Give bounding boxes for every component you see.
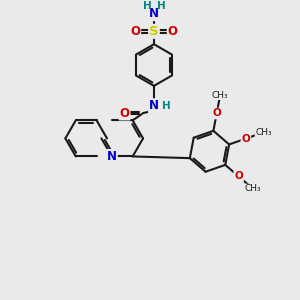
Text: H: H — [143, 1, 152, 11]
Text: CH₃: CH₃ — [244, 184, 261, 193]
Text: N: N — [107, 150, 117, 163]
Text: O: O — [120, 106, 130, 119]
Text: O: O — [168, 25, 178, 38]
Text: CH₃: CH₃ — [212, 91, 229, 100]
Text: CH₃: CH₃ — [255, 128, 272, 137]
Text: N: N — [149, 99, 159, 112]
Text: O: O — [212, 108, 221, 118]
Text: O: O — [234, 171, 243, 182]
Text: O: O — [130, 25, 140, 38]
Text: N: N — [149, 7, 159, 20]
Text: S: S — [149, 25, 159, 38]
Text: O: O — [242, 134, 250, 144]
Text: H: H — [157, 1, 165, 11]
Text: H: H — [163, 101, 171, 111]
